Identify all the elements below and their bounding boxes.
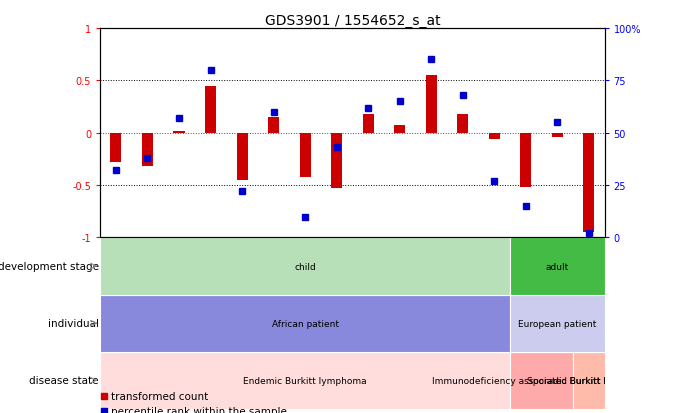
Bar: [100, 295, 510, 352]
Bar: [552, 133, 563, 138]
Bar: [111, 133, 122, 163]
Text: adult: adult: [546, 262, 569, 271]
Text: transformed count: transformed count: [111, 391, 208, 401]
Bar: [100, 352, 510, 409]
Text: European patient: European patient: [518, 319, 596, 328]
Bar: [520, 133, 531, 188]
Bar: [573, 352, 605, 409]
Text: disease state: disease state: [29, 375, 99, 385]
Bar: [100, 238, 510, 295]
Text: African patient: African patient: [272, 319, 339, 328]
Bar: [205, 86, 216, 133]
Bar: [510, 238, 605, 295]
Text: Immunodeficiency associated Burkitt lymphoma: Immunodeficiency associated Burkitt lymp…: [432, 376, 652, 385]
Bar: [457, 114, 468, 133]
Bar: [583, 133, 594, 233]
Bar: [489, 133, 500, 140]
Bar: [363, 114, 374, 133]
Bar: [142, 133, 153, 167]
Title: GDS3901 / 1554652_s_at: GDS3901 / 1554652_s_at: [265, 14, 440, 28]
Text: Sporadic Burkitt lymphoma: Sporadic Burkitt lymphoma: [527, 376, 651, 385]
Text: Endemic Burkitt lymphoma: Endemic Burkitt lymphoma: [243, 376, 367, 385]
Bar: [173, 131, 184, 133]
Bar: [300, 133, 311, 177]
Text: individual: individual: [48, 318, 99, 328]
Bar: [510, 352, 573, 409]
Bar: [510, 295, 605, 352]
Bar: [331, 133, 342, 189]
Text: development stage: development stage: [0, 261, 99, 271]
Text: percentile rank within the sample: percentile rank within the sample: [111, 406, 287, 413]
Bar: [236, 133, 247, 180]
Bar: [426, 76, 437, 133]
Bar: [394, 126, 405, 133]
Bar: [268, 118, 279, 133]
Text: child: child: [294, 262, 316, 271]
